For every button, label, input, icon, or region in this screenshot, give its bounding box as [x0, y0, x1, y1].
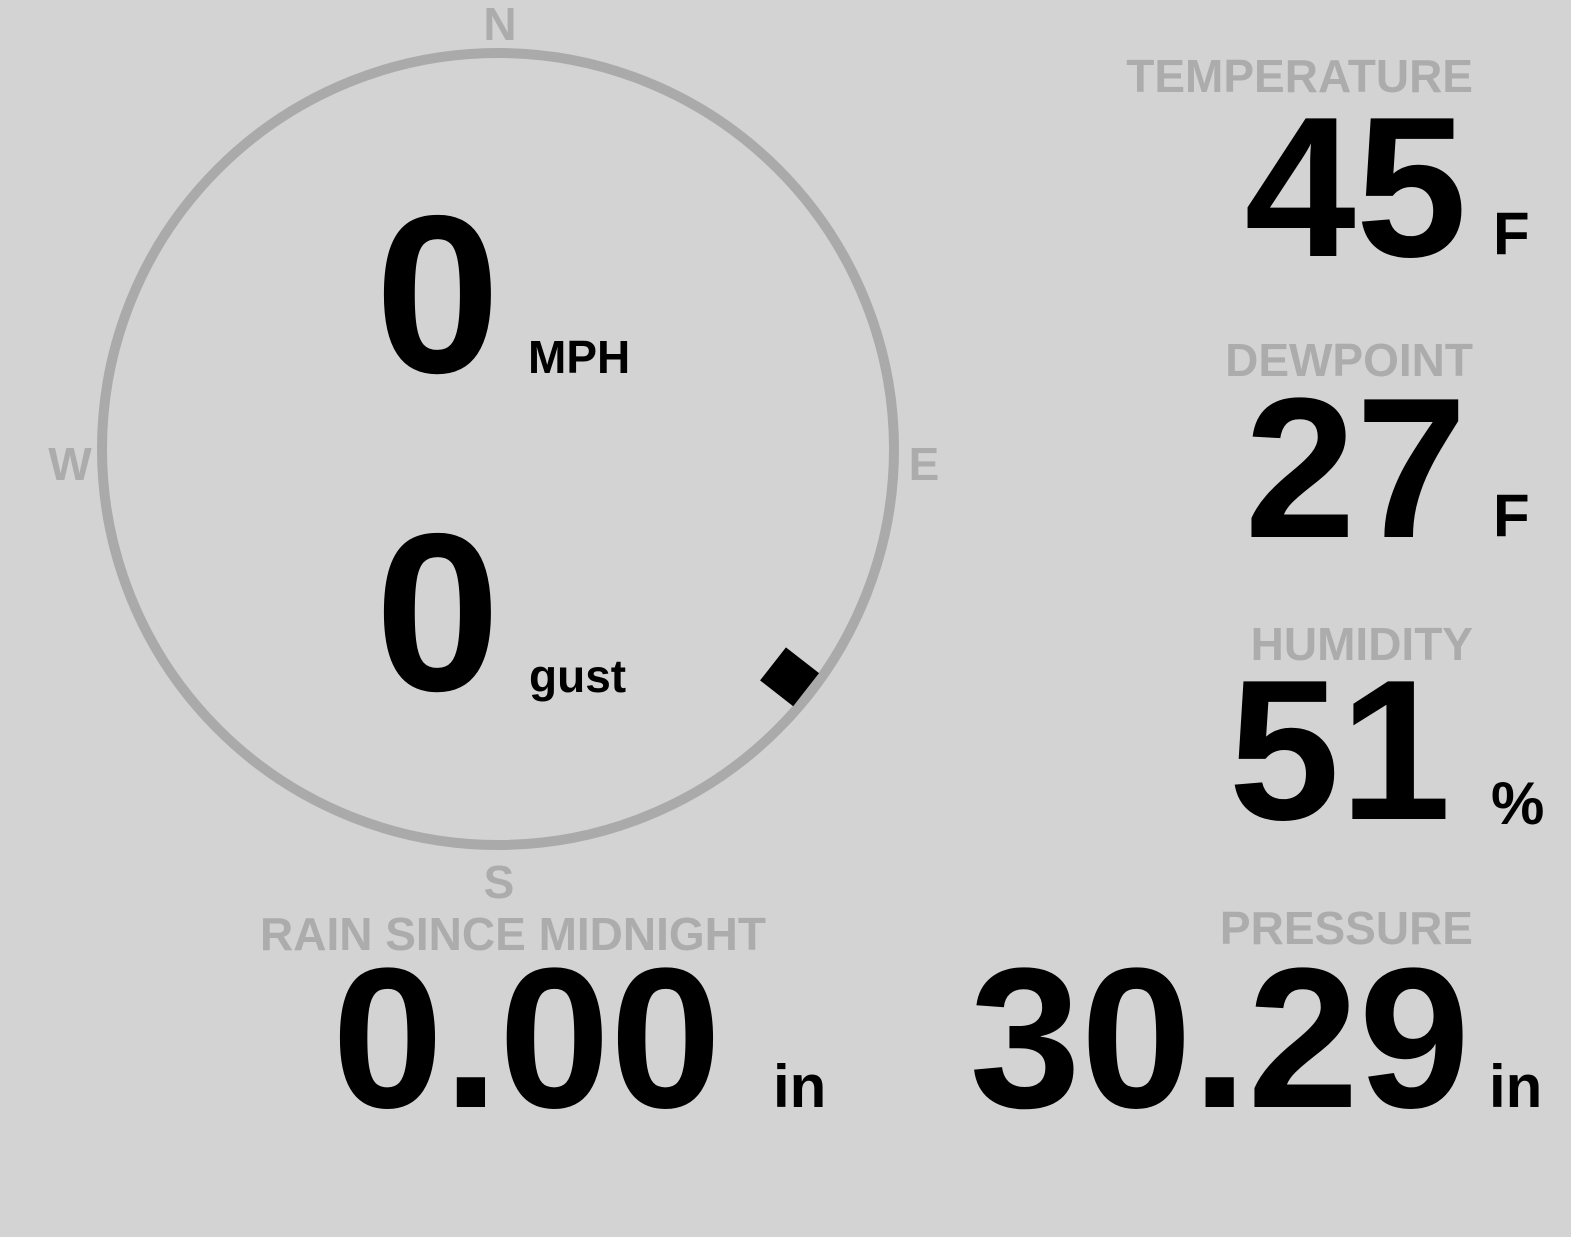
- compass-north-label: N: [483, 0, 517, 50]
- wind-speed-value: 0: [375, 168, 501, 420]
- humidity-label: HUMIDITY: [1250, 618, 1473, 670]
- dewpoint-label: DEWPOINT: [1225, 334, 1473, 386]
- wind-gust-value: 0: [375, 486, 501, 738]
- compass-east-label: E: [908, 438, 940, 490]
- temperature-unit: F: [1493, 200, 1530, 267]
- humidity-value: 51: [1228, 639, 1451, 862]
- dewpoint-value: 27: [1244, 357, 1467, 580]
- pressure-value: 30.29: [969, 927, 1471, 1150]
- humidity-unit: %: [1491, 770, 1545, 837]
- wind-speed-unit: MPH: [528, 331, 631, 383]
- pressure-unit: in: [1489, 1053, 1543, 1120]
- pressure-label: PRESSURE: [1219, 902, 1473, 954]
- temperature-label: TEMPERATURE: [1126, 50, 1473, 102]
- compass-south-label: S: [483, 856, 515, 908]
- compass-ring: [97, 48, 899, 850]
- rain-value: 0.00: [332, 927, 722, 1150]
- rain-unit: in: [773, 1053, 827, 1120]
- compass-west-label: W: [48, 438, 92, 490]
- wind-gust-label: gust: [529, 650, 627, 702]
- dewpoint-unit: F: [1493, 482, 1530, 549]
- temperature-value: 45: [1244, 76, 1467, 299]
- rain-label: RAIN SINCE MIDNIGHT: [260, 908, 766, 960]
- wind-direction-marker: [760, 647, 820, 707]
